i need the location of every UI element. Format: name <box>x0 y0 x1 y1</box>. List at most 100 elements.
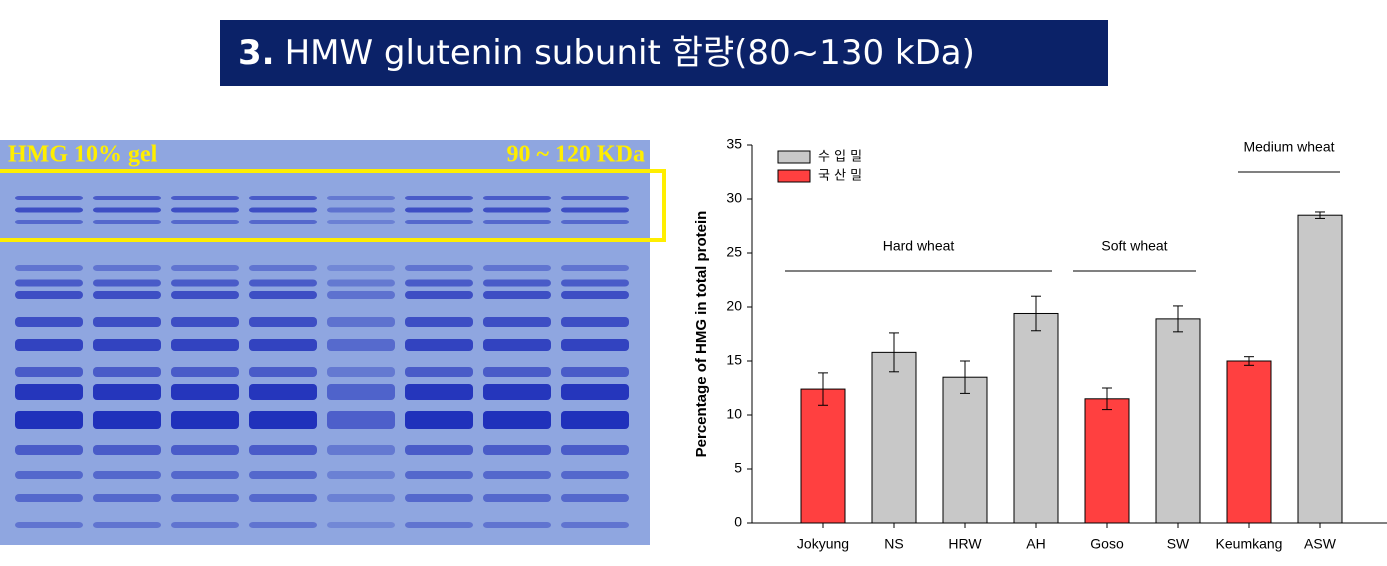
gel-band <box>483 494 551 502</box>
gel-band <box>405 522 473 528</box>
gel-band <box>327 196 395 200</box>
gel-band <box>405 384 473 400</box>
gel-label: HMG 10% gel <box>8 142 158 168</box>
gel-band <box>405 494 473 502</box>
gel-band <box>327 279 395 287</box>
legend-label: 수 입 밀 <box>818 150 862 165</box>
gel-band <box>561 196 629 200</box>
error-bar <box>1173 305 1183 333</box>
bar <box>1226 360 1272 524</box>
bar <box>800 388 846 524</box>
gel-band <box>561 471 629 479</box>
gel-band <box>249 265 317 271</box>
gel-band <box>249 411 317 429</box>
gel-band <box>561 339 629 351</box>
gel-band <box>171 279 239 287</box>
gel-band <box>483 220 551 224</box>
legend-swatch <box>777 169 811 183</box>
gel-band <box>327 339 395 351</box>
gel-band <box>93 279 161 287</box>
title-number: 3. <box>238 33 275 73</box>
highlight-box <box>0 169 666 242</box>
gel-band <box>405 291 473 299</box>
legend-swatch <box>777 150 811 164</box>
x-tick-label: ASW <box>1304 536 1337 552</box>
gel-band <box>483 196 551 200</box>
error-bar <box>1244 356 1254 366</box>
gel-band <box>15 411 83 429</box>
x-tick-label: Keumkang <box>1216 536 1283 552</box>
y-tick-label: 25 <box>726 244 742 260</box>
gel-band <box>15 196 83 200</box>
group-label: Soft wheat <box>1101 238 1167 254</box>
gel-band <box>15 494 83 502</box>
gel-band <box>93 494 161 502</box>
gel-band <box>327 445 395 455</box>
error-bar <box>1102 387 1112 411</box>
gel-band <box>561 384 629 400</box>
gel-band <box>327 291 395 299</box>
gel-band <box>483 339 551 351</box>
bar <box>942 376 988 524</box>
gel-band <box>561 207 629 213</box>
x-tick-label: AH <box>1026 536 1045 552</box>
gel-band <box>171 220 239 224</box>
x-tick-label: SW <box>1167 536 1190 552</box>
gel-band <box>93 339 161 351</box>
error-bar <box>1315 211 1325 219</box>
y-tick-label: 15 <box>726 352 742 368</box>
gel-band <box>405 265 473 271</box>
group-label: Medium wheat <box>1243 139 1334 155</box>
group-label: Hard wheat <box>883 238 955 254</box>
gel-band <box>93 445 161 455</box>
error-bar <box>889 332 899 373</box>
bar <box>871 351 917 524</box>
gel-band <box>483 522 551 528</box>
gel-band <box>561 494 629 502</box>
gel-band <box>327 317 395 327</box>
gel-band <box>405 471 473 479</box>
gel-band <box>405 220 473 224</box>
y-tick-label: 10 <box>726 406 742 422</box>
gel-band <box>561 220 629 224</box>
gel-band <box>327 411 395 429</box>
gel-band <box>15 384 83 400</box>
gel-band <box>93 220 161 224</box>
gel-band <box>249 471 317 479</box>
gel-band <box>249 384 317 400</box>
gel-band <box>483 367 551 377</box>
gel-band <box>171 207 239 213</box>
gel-band <box>405 367 473 377</box>
gel-band <box>327 522 395 528</box>
gel-band <box>249 339 317 351</box>
gel-band <box>93 291 161 299</box>
gel-band <box>93 207 161 213</box>
title-text: HMW glutenin subunit 함량(80~130 kDa) <box>285 33 975 73</box>
gel-band <box>249 522 317 528</box>
gel-band <box>327 207 395 213</box>
gel-band <box>483 411 551 429</box>
gel-band <box>93 384 161 400</box>
title-box <box>220 20 1108 86</box>
gel-band <box>249 220 317 224</box>
gel-band <box>327 384 395 400</box>
gel-band <box>171 494 239 502</box>
y-axis-label: Percentage of HMG in total protein <box>693 211 710 458</box>
gel-band <box>171 471 239 479</box>
gel-band <box>249 445 317 455</box>
gel-band <box>327 265 395 271</box>
y-tick-label: 5 <box>734 460 742 476</box>
gel-label: 90 ~ 120 KDa <box>507 142 645 168</box>
gel-band <box>483 384 551 400</box>
gel-band <box>483 317 551 327</box>
gel-band <box>249 207 317 213</box>
gel-band <box>15 279 83 287</box>
gel-band <box>483 279 551 287</box>
gel-band <box>93 471 161 479</box>
gel-band <box>249 196 317 200</box>
gel-band <box>405 411 473 429</box>
gel-band <box>171 411 239 429</box>
bar <box>1084 398 1130 524</box>
gel-band <box>483 265 551 271</box>
